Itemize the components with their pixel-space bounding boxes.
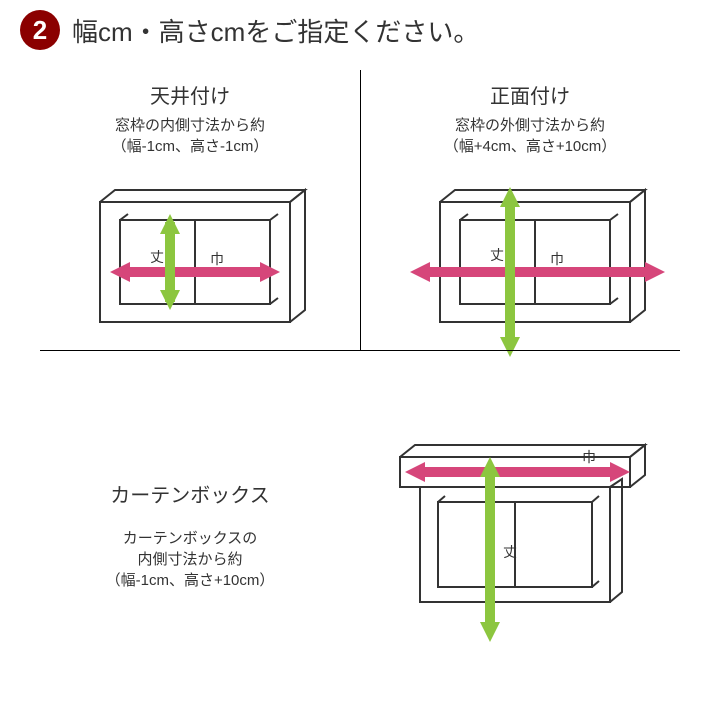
panel-front-title: 正面付け [380,80,680,109]
label-height: 丈 [150,249,164,265]
vertical-divider [360,70,361,350]
panel-ceiling-sub: 窓枠の内側寸法から約 （幅-1cm、高さ-1cm） [40,115,340,157]
front-diagram: 丈 巾 [390,172,670,362]
label-height: 丈 [503,544,517,560]
panel-front-sub: 窓枠の外側寸法から約 （幅+4cm、高さ+10cm） [380,115,680,157]
label-width: 巾 [550,251,564,267]
step-header: 2 幅cm・高さcmをご指定ください。 [20,10,700,50]
panel-box-text: カーテンボックス カーテンボックスの 内側寸法から約 （幅-1cm、高さ+10c… [60,479,320,606]
box-diagram: 巾 丈 [360,432,660,652]
diagram-grid: 天井付け 窓枠の内側寸法から約 （幅-1cm、高さ-1cm） [20,70,700,692]
step-number-circle: 2 [20,10,60,50]
panel-front: 正面付け 窓枠の外側寸法から約 （幅+4cm、高さ+10cm） [360,70,700,382]
panel-ceiling-title: 天井付け [40,80,340,109]
horizontal-divider [40,350,680,351]
panel-box-row: カーテンボックス カーテンボックスの 内側寸法から約 （幅-1cm、高さ+10c… [20,382,700,692]
step-title: 幅cm・高さcmをご指定ください。 [72,12,479,49]
ceiling-diagram: 丈 巾 [60,172,320,342]
panel-ceiling: 天井付け 窓枠の内側寸法から約 （幅-1cm、高さ-1cm） [20,70,360,382]
step-number: 2 [33,15,47,46]
panel-box-title: カーテンボックス [60,479,320,508]
panel-box-sub: カーテンボックスの 内側寸法から約 （幅-1cm、高さ+10cm） [60,528,320,591]
label-width: 巾 [582,449,596,465]
label-height: 丈 [490,247,504,263]
label-width: 巾 [210,251,224,267]
